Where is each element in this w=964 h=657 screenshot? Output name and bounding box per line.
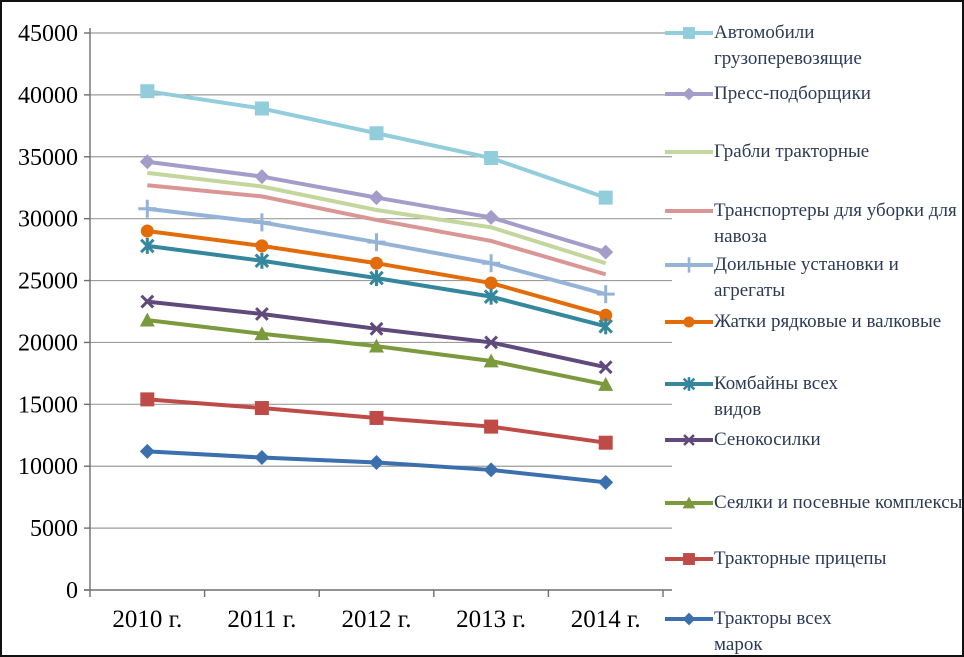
triangle-marker-icon [369, 338, 384, 353]
triangle-marker-icon [139, 312, 155, 327]
square-marker-icon [598, 190, 613, 205]
circle-marker-icon [370, 256, 383, 270]
legend-item-label: Сеялки и посевные комплексы [714, 492, 963, 513]
square-marker-icon [683, 553, 695, 565]
triangle-marker-icon [254, 326, 270, 341]
diamond-marker-icon [483, 462, 499, 478]
legend-item: Жатки рядковые и валковые [664, 309, 962, 335]
square-marker-icon [683, 27, 695, 39]
square-marker-icon [369, 410, 384, 425]
square-marker-icon [369, 126, 384, 141]
legend-item: Тракторные прицепы [664, 546, 962, 572]
legend-item: Грабли тракторные [664, 139, 962, 165]
legend-item: Сенокосилки [664, 427, 962, 453]
legend-line-sample [665, 434, 713, 446]
x-tick-label: 2014 г. [571, 606, 641, 633]
legend-line-sample [665, 257, 713, 273]
legend-item-label: Доильные установки и агрегаты [714, 254, 899, 301]
legend-line-sample [665, 27, 713, 39]
x-tick-label: 2013 г. [456, 606, 526, 633]
diamond-marker-icon [682, 87, 696, 101]
legend-item: Тракторы всех марок [664, 606, 962, 655]
legend-line-sample [665, 87, 713, 101]
diamond-marker-icon [254, 169, 270, 185]
x-tick-label: 2010 г. [112, 606, 182, 633]
legend-line-sample [665, 612, 713, 626]
diamond-marker-icon [139, 154, 155, 170]
square-marker-icon [484, 151, 499, 166]
legend-item-label: Жатки рядковые и валковые [714, 311, 942, 332]
legend-item: Автомобили грузоперевозящие [664, 20, 962, 72]
diamond-marker-icon [369, 455, 384, 471]
triangle-marker-icon [483, 353, 499, 368]
diamond-marker-icon [139, 443, 155, 459]
legend-line-sample [665, 496, 713, 509]
y-tick-label: 20000 [18, 330, 78, 356]
y-tick-label: 5000 [30, 516, 78, 542]
legend-item: Сеялки и посевные комплексы [664, 490, 963, 516]
legend-line-sample [665, 209, 713, 213]
y-tick-label: 25000 [18, 269, 78, 295]
legend-item: Комбайны всех видов [664, 371, 962, 423]
legend-line-sample [665, 377, 713, 391]
circle-marker-icon [255, 239, 269, 253]
square-marker-icon [140, 392, 155, 407]
circle-marker-icon [683, 316, 695, 328]
diamond-marker-icon [254, 450, 270, 466]
y-tick-label: 40000 [18, 83, 78, 109]
legend-item: Доильные установки и агрегаты [664, 252, 962, 304]
y-tick-label: 10000 [18, 454, 78, 480]
legend-line-sample [665, 316, 713, 328]
diamond-marker-icon [598, 244, 614, 260]
diamond-marker-icon [369, 190, 384, 206]
legend-item-label: Автомобили грузоперевозящие [714, 22, 862, 69]
y-tick-label: 35000 [18, 145, 78, 171]
square-marker-icon [254, 101, 269, 116]
circle-marker-icon [599, 308, 613, 322]
x-tick-label: 2011 г. [227, 606, 296, 633]
legend-line-sample [665, 150, 713, 154]
series-line [147, 183, 607, 277]
diamond-marker-icon [598, 474, 614, 490]
triangle-marker-icon [682, 496, 696, 509]
y-tick-label: 30000 [18, 207, 78, 233]
legend-item: Транспортеры для уборки для навоза [664, 198, 962, 250]
legend-line-sample [665, 553, 713, 565]
chart-legend: Автомобили грузоперевозящие Пресс-подборщ… [662, 2, 963, 655]
series-line [147, 170, 607, 266]
square-marker-icon [254, 401, 269, 416]
y-tick-label: 15000 [18, 392, 78, 418]
y-tick-label: 0 [66, 578, 78, 604]
legend-item-label: Тракторы всех марок [714, 608, 832, 655]
square-marker-icon [598, 435, 613, 450]
diamond-marker-icon [682, 612, 696, 626]
circle-marker-icon [484, 276, 498, 290]
square-marker-icon [140, 84, 155, 99]
circle-marker-icon [140, 224, 154, 238]
legend-item-label: Пресс-подборщики [714, 83, 871, 104]
diamond-marker-icon [483, 209, 499, 225]
legend-item-label: Сенокосилки [714, 429, 821, 450]
series-line [147, 299, 607, 370]
y-tick-label: 45000 [18, 21, 78, 47]
legend-item: Пресс-подборщики [664, 81, 962, 107]
square-marker-icon [484, 419, 499, 434]
legend-item-label: Транспортеры для уборки для навоза [714, 200, 957, 247]
x-tick-label: 2012 г. [342, 606, 412, 633]
triangle-marker-icon [598, 377, 614, 391]
legend-item-label: Грабли тракторные [714, 141, 870, 162]
legend-item-label: Комбайны всех видов [714, 373, 839, 420]
legend-item-label: Тракторные прицепы [714, 548, 887, 569]
